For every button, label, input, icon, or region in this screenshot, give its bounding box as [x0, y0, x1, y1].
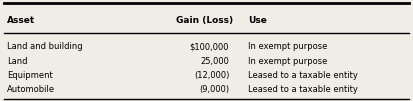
Text: (12,000): (12,000)	[194, 71, 229, 80]
Text: In exempt purpose: In exempt purpose	[248, 57, 327, 66]
Text: Land and building: Land and building	[7, 42, 83, 52]
Text: Gain (Loss): Gain (Loss)	[176, 16, 233, 25]
Text: Land: Land	[7, 57, 28, 66]
Text: Leased to a taxable entity: Leased to a taxable entity	[248, 71, 358, 80]
Text: Use: Use	[248, 16, 267, 25]
Text: In exempt purpose: In exempt purpose	[248, 42, 327, 52]
Text: 25,000: 25,000	[200, 57, 229, 66]
Text: Leased to a taxable entity: Leased to a taxable entity	[248, 85, 358, 94]
Text: $100,000: $100,000	[190, 42, 229, 52]
Text: Automobile: Automobile	[7, 85, 56, 94]
Text: Asset: Asset	[7, 16, 36, 25]
Text: (9,000): (9,000)	[199, 85, 229, 94]
Text: Equipment: Equipment	[7, 71, 53, 80]
